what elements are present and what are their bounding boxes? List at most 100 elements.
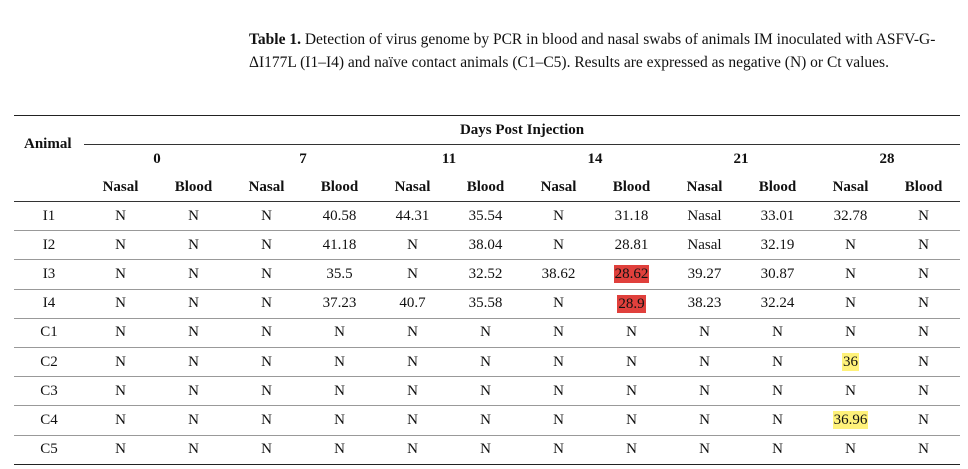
nasal-subheader: Nasal xyxy=(376,173,449,202)
value-cell: N xyxy=(303,347,376,378)
animal-id-cell: C3 xyxy=(14,376,84,407)
value-cell: N xyxy=(814,259,887,290)
animal-id-cell: C1 xyxy=(14,318,84,348)
value-cell: N xyxy=(230,230,303,261)
value-cell: N xyxy=(230,405,303,436)
value-cell: N xyxy=(887,405,961,436)
value-cell: N xyxy=(741,376,814,407)
value-cell: N xyxy=(522,376,595,407)
value-cell: 32.52 xyxy=(449,259,522,290)
value-cell: N xyxy=(814,289,887,319)
value-cell: N xyxy=(668,405,741,436)
value-cell: N xyxy=(522,347,595,378)
value-cell: N xyxy=(887,289,961,319)
value-cell: N xyxy=(449,347,522,378)
animal-id-cell: I4 xyxy=(14,289,84,319)
animal-column-header: Animal xyxy=(24,136,72,152)
value-cell: N xyxy=(376,405,449,436)
value-cell: N xyxy=(668,376,741,407)
value-cell: 35.54 xyxy=(449,201,522,232)
value-cell: N xyxy=(376,347,449,378)
value-cell: N xyxy=(230,376,303,407)
value-cell: N xyxy=(449,435,522,465)
value-cell: N xyxy=(595,435,668,465)
blood-subheader: Blood xyxy=(887,173,961,202)
value-cell: N xyxy=(230,289,303,319)
day-header: 0 xyxy=(153,150,161,167)
value-cell: N xyxy=(376,230,449,261)
value-cell: 28.62 xyxy=(595,259,668,290)
value-cell: N xyxy=(157,405,230,436)
value-cell: N xyxy=(887,201,961,232)
value-cell: 28.81 xyxy=(595,230,668,261)
value-cell: N xyxy=(741,405,814,436)
value-cell: N xyxy=(84,259,157,290)
value-cell: N xyxy=(157,230,230,261)
value-cell: Nasal xyxy=(668,201,741,232)
table-row: I1 N N N 40.58 44.31 35.54 N 31.18 Nasal 33.01 32.7… xyxy=(14,201,961,232)
table-row: C2 N N N N N N N N N N 36 N xyxy=(14,347,961,378)
value-cell: N xyxy=(887,230,961,261)
value-cell: N xyxy=(84,289,157,319)
value-cell: N xyxy=(522,230,595,261)
value-cell: N xyxy=(84,230,157,261)
day-header: 21 xyxy=(733,150,749,167)
value-cell: 33.01 xyxy=(741,201,814,232)
day-header: 11 xyxy=(441,150,457,167)
value-cell: N xyxy=(887,347,961,378)
highlighted-value: 36.96 xyxy=(832,411,869,430)
value-cell: N xyxy=(814,376,887,407)
value-cell: 32.24 xyxy=(741,289,814,319)
value-cell: N xyxy=(668,318,741,348)
value-cell: 40.58 xyxy=(303,201,376,232)
value-cell: N xyxy=(376,318,449,348)
value-cell: 32.19 xyxy=(741,230,814,261)
value-cell: 35.5 xyxy=(303,259,376,290)
highlighted-value: 28.9 xyxy=(617,294,646,313)
caption-text: Detection of virus genome by PCR in bloo… xyxy=(249,31,936,71)
value-cell: 38.04 xyxy=(449,230,522,261)
value-cell: N xyxy=(230,435,303,465)
value-cell: N xyxy=(157,347,230,378)
value-cell: N xyxy=(522,289,595,319)
value-cell: N xyxy=(668,435,741,465)
value-cell: N xyxy=(84,318,157,348)
value-cell: N xyxy=(887,259,961,290)
value-cell: N xyxy=(303,435,376,465)
nasal-subheader: Nasal xyxy=(814,173,887,202)
animal-id-cell: I2 xyxy=(14,230,84,261)
table-row: I3 N N N 35.5 N 32.52 38.62 28.62 39.27 30.87 N N xyxy=(14,259,961,290)
value-cell: N xyxy=(595,376,668,407)
animal-subheader-blank xyxy=(14,173,84,202)
table-row: I4 N N N 37.23 40.7 35.58 N 28.9 38.23 32.24 N N xyxy=(14,289,961,319)
value-cell: N xyxy=(449,376,522,407)
day-header: 28 xyxy=(879,150,895,167)
value-cell: N xyxy=(595,405,668,436)
table-caption: Table 1. Detection of virus genome by PC… xyxy=(249,29,961,74)
table-row: C4 N N N N N N N N N N 36.96 N xyxy=(14,405,961,436)
value-cell: N xyxy=(595,318,668,348)
value-cell: 36.96 xyxy=(814,405,887,436)
value-cell: 41.18 xyxy=(303,230,376,261)
value-cell: N xyxy=(741,435,814,465)
animal-id-cell: C5 xyxy=(14,435,84,465)
value-cell: N xyxy=(157,201,230,232)
value-cell: 38.23 xyxy=(668,289,741,319)
animal-id-cell: I1 xyxy=(14,201,84,232)
value-cell: N xyxy=(814,435,887,465)
value-cell: N xyxy=(157,259,230,290)
value-cell: N xyxy=(449,318,522,348)
animal-id-cell: I3 xyxy=(14,259,84,290)
value-cell: 39.27 xyxy=(668,259,741,290)
value-cell: 40.7 xyxy=(376,289,449,319)
value-cell: N xyxy=(230,318,303,348)
table-row: C1 N N N N N N N N N N N N xyxy=(14,318,961,348)
table-row: C3 N N N N N N N N N N N N xyxy=(14,376,961,407)
value-cell: 44.31 xyxy=(376,201,449,232)
value-cell: N xyxy=(741,318,814,348)
days-post-injection-header: Days Post Injection xyxy=(84,115,961,145)
caption-label: Table 1. xyxy=(249,31,301,48)
value-cell: N xyxy=(887,376,961,407)
value-cell: N xyxy=(84,201,157,232)
nasal-subheader: Nasal xyxy=(84,173,157,202)
